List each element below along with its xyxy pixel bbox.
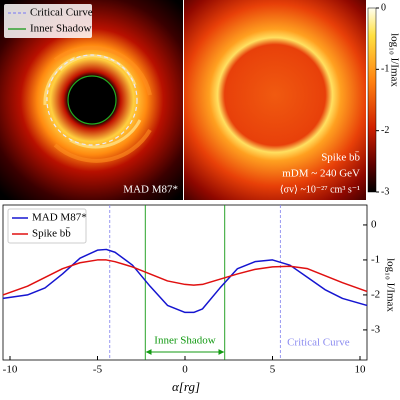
annotation: Spike bb̄ <box>321 151 360 163</box>
legend-label: Spike bb̄ <box>32 227 71 239</box>
y-tick-label: -2 <box>371 288 380 300</box>
y-tick-label: -1 <box>371 253 380 265</box>
series-line <box>2 259 368 296</box>
x-tick-label: 10 <box>355 364 367 376</box>
colorbar: log₁₀ I/Imax <box>367 7 400 193</box>
series-line <box>2 248 368 314</box>
x-axis-label: α[rg] <box>172 379 200 394</box>
x-tick-label: 0 <box>182 364 188 376</box>
legend-label: MAD M87* <box>32 212 87 224</box>
annotation: mDM ~ 240 GeV <box>282 168 360 180</box>
colorbar-tick-label: -2 <box>381 125 389 136</box>
y-axis-label: log₁₀ I/Imax <box>384 258 396 312</box>
colorbar-tick-label: -3 <box>381 186 389 197</box>
colorbar-label: log₁₀ I/Imax <box>388 33 400 87</box>
right-image: Spike bb̄ mDM ~ 240 GeV ⟨σv⟩ ~10⁻²⁷ cm³ … <box>184 0 366 200</box>
colorbar-tick-label: -1 <box>381 64 389 75</box>
x-tick-label: 5 <box>270 364 276 376</box>
annotation: Critical Curve <box>287 337 350 349</box>
annotation: Inner Shadow <box>154 335 215 347</box>
legend-label: Critical Curve <box>30 7 93 19</box>
legend-label: Inner Shadow <box>30 23 91 35</box>
annotation: ⟨σv⟩ ~10⁻²⁷ cm³ s⁻¹ <box>280 184 360 195</box>
image-label: MAD M87* <box>123 184 178 196</box>
y-tick-label: 0 <box>371 218 377 230</box>
colorbar-tick-label: 0 <box>381 2 386 13</box>
x-tick-label: -10 <box>3 364 18 376</box>
x-tick-label: -5 <box>93 364 103 376</box>
y-tick-label: -3 <box>371 323 381 335</box>
left-image: Critical Curve Inner Shadow MAD M87* <box>0 0 183 200</box>
